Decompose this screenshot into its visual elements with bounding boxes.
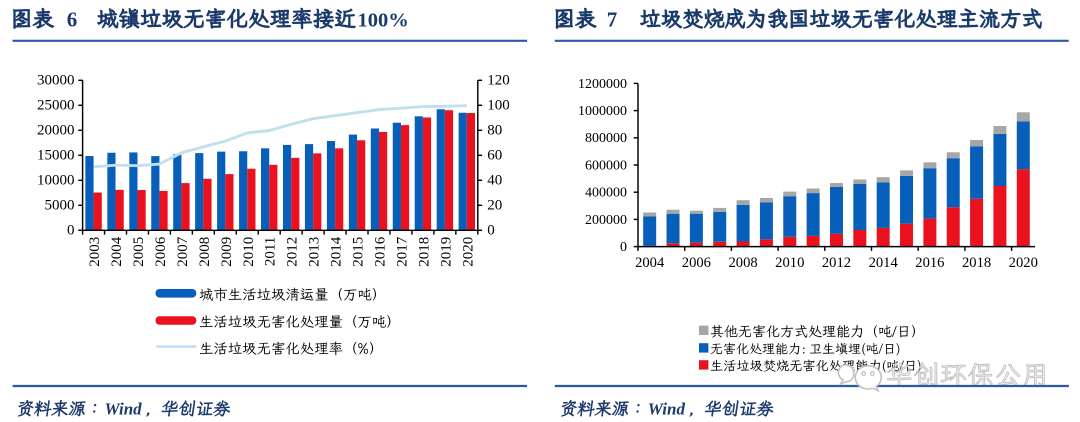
svg-text:60: 60 [487, 148, 502, 164]
svg-text:0: 0 [487, 223, 495, 239]
svg-text:20: 20 [487, 198, 502, 214]
svg-text:2006: 2006 [682, 255, 711, 271]
svg-text:2011: 2011 [263, 237, 279, 266]
svg-text:15000: 15000 [37, 148, 75, 164]
svg-text:2014: 2014 [869, 255, 899, 271]
svg-text:2012: 2012 [285, 237, 301, 267]
svg-text:120: 120 [487, 73, 510, 89]
svg-text:2004: 2004 [109, 236, 125, 267]
svg-text:2014: 2014 [329, 236, 345, 267]
svg-text:7: 7 [607, 7, 618, 31]
svg-text:2013: 2013 [307, 237, 323, 267]
svg-text:2017: 2017 [394, 236, 410, 267]
svg-text:2005: 2005 [131, 237, 147, 267]
svg-text:2008: 2008 [197, 237, 213, 267]
svg-text:1000000: 1000000 [578, 104, 627, 119]
svg-text:Wind: Wind [648, 400, 686, 419]
svg-text:25000: 25000 [37, 98, 75, 114]
svg-text:0: 0 [620, 240, 627, 255]
svg-text:100: 100 [487, 98, 510, 114]
svg-text:2012: 2012 [822, 255, 851, 271]
svg-text:2016: 2016 [373, 236, 389, 267]
svg-text:20000: 20000 [37, 123, 75, 139]
svg-text:2020: 2020 [1009, 255, 1038, 271]
svg-text:2008: 2008 [728, 255, 757, 271]
svg-text:2010: 2010 [241, 237, 257, 267]
svg-text:100%: 100% [358, 9, 409, 31]
svg-text:400000: 400000 [585, 186, 627, 201]
svg-text:1200000: 1200000 [578, 77, 627, 92]
svg-text:2018: 2018 [962, 255, 991, 271]
svg-text:6: 6 [67, 7, 78, 31]
svg-text:30000: 30000 [37, 73, 75, 89]
svg-text:40: 40 [487, 173, 502, 189]
svg-text:600000: 600000 [585, 158, 627, 173]
svg-text:800000: 800000 [585, 131, 627, 146]
svg-text:2019: 2019 [438, 237, 454, 267]
svg-text:5000: 5000 [45, 198, 75, 214]
svg-text:200000: 200000 [585, 213, 627, 228]
svg-text:2010: 2010 [775, 255, 804, 271]
svg-text:80: 80 [487, 123, 502, 139]
svg-text:2007: 2007 [175, 236, 191, 267]
svg-text:2016: 2016 [915, 255, 944, 271]
svg-text:2004: 2004 [635, 255, 665, 271]
svg-text:2006: 2006 [153, 236, 169, 267]
svg-text:Wind: Wind [105, 400, 143, 419]
svg-text:0: 0 [67, 223, 75, 239]
svg-text:2020: 2020 [460, 237, 476, 267]
svg-text:10000: 10000 [37, 173, 75, 189]
svg-text:2003: 2003 [87, 237, 103, 267]
svg-text:2009: 2009 [219, 237, 235, 267]
svg-text:2015: 2015 [351, 237, 367, 267]
svg-text:2018: 2018 [416, 237, 432, 267]
svg-text::: : [802, 341, 806, 356]
